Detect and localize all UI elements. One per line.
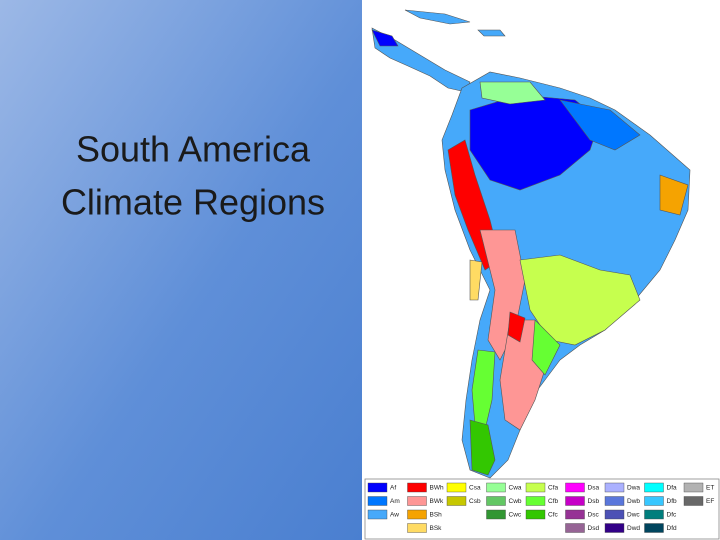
legend-swatch bbox=[367, 482, 388, 493]
legend-label: Dwd bbox=[627, 525, 640, 532]
legend-label: Cwc bbox=[509, 512, 522, 519]
legend-label: Aw bbox=[390, 512, 399, 519]
legend-label: Dwa bbox=[627, 485, 640, 492]
legend-label: Cwb bbox=[509, 498, 522, 505]
region bbox=[469, 94, 601, 191]
region bbox=[559, 99, 641, 151]
legend-label: Csb bbox=[469, 498, 481, 505]
legend-swatch bbox=[565, 523, 585, 533]
region bbox=[507, 311, 526, 343]
legend-swatch bbox=[407, 496, 427, 506]
legend-swatch bbox=[683, 482, 704, 493]
legend-label: Cfb bbox=[548, 498, 559, 505]
legend-label: Dsa bbox=[588, 485, 600, 492]
legend-swatch bbox=[367, 509, 388, 520]
legend-label: Af bbox=[390, 485, 396, 492]
map bbox=[371, 9, 691, 479]
legend-swatch bbox=[486, 509, 506, 520]
region bbox=[479, 81, 546, 105]
legend-label: Cfc bbox=[548, 512, 559, 519]
legend-swatch bbox=[644, 509, 664, 520]
region bbox=[659, 174, 689, 216]
legend: Af Am Aw BWh BWk BSh BSk Csa Csb Cwa Cwb Cwc Cfa Cfb C… bbox=[364, 478, 720, 540]
legend-swatch bbox=[525, 509, 546, 520]
legend-label: Dfd bbox=[667, 525, 678, 532]
legend-swatch bbox=[604, 496, 625, 506]
legend-swatch bbox=[525, 482, 546, 493]
legend-label: BWk bbox=[430, 498, 444, 505]
title-line: Climate Regions bbox=[61, 182, 325, 223]
title-line: South America bbox=[76, 129, 311, 170]
legend-swatch bbox=[565, 509, 585, 520]
legend-swatch bbox=[367, 496, 388, 506]
legend-label: Dfa bbox=[667, 485, 678, 492]
legend-swatch bbox=[604, 482, 625, 493]
legend-swatch bbox=[644, 482, 664, 493]
legend-label: BWh bbox=[430, 485, 444, 492]
title-panel bbox=[0, 0, 362, 540]
legend-swatch bbox=[446, 482, 467, 493]
legend-swatch bbox=[604, 523, 625, 533]
legend-label: Csa bbox=[469, 485, 481, 492]
legend-swatch bbox=[644, 496, 664, 506]
slide-title: South America Climate Regions bbox=[61, 129, 325, 223]
legend-label: Dfc bbox=[667, 512, 678, 519]
legend-swatch bbox=[486, 482, 506, 493]
legend-swatch bbox=[565, 496, 585, 506]
legend-label: Dwc bbox=[627, 512, 640, 519]
legend-label: BSk bbox=[430, 525, 443, 532]
region bbox=[531, 319, 561, 376]
legend-label: BSh bbox=[430, 512, 443, 519]
legend-swatch bbox=[604, 509, 625, 520]
legend-label: Dsb bbox=[588, 498, 600, 505]
legend-swatch bbox=[446, 496, 467, 506]
legend-label: Dsd bbox=[588, 525, 600, 532]
legend-label: Dwb bbox=[627, 498, 640, 505]
legend-swatch bbox=[644, 523, 664, 533]
legend-swatch bbox=[407, 523, 427, 533]
legend-swatch bbox=[407, 509, 427, 520]
legend-swatch bbox=[683, 496, 704, 506]
region bbox=[371, 29, 399, 47]
legend-label: Am bbox=[390, 498, 400, 505]
legend-swatch bbox=[565, 482, 585, 493]
legend-label: Dfb bbox=[667, 498, 678, 505]
caribbean-island bbox=[404, 9, 471, 25]
legend-swatch bbox=[486, 496, 506, 506]
legend-swatch bbox=[407, 482, 427, 493]
caribbean-island bbox=[477, 29, 506, 37]
legend-label: Cwa bbox=[509, 485, 522, 492]
region bbox=[469, 259, 483, 301]
legend-swatch bbox=[525, 496, 546, 506]
legend-label: EF bbox=[706, 498, 714, 505]
legend-label: ET bbox=[706, 485, 714, 492]
legend-label: Dsc bbox=[588, 512, 600, 519]
legend-label: Cfa bbox=[548, 485, 559, 492]
region bbox=[469, 419, 496, 476]
